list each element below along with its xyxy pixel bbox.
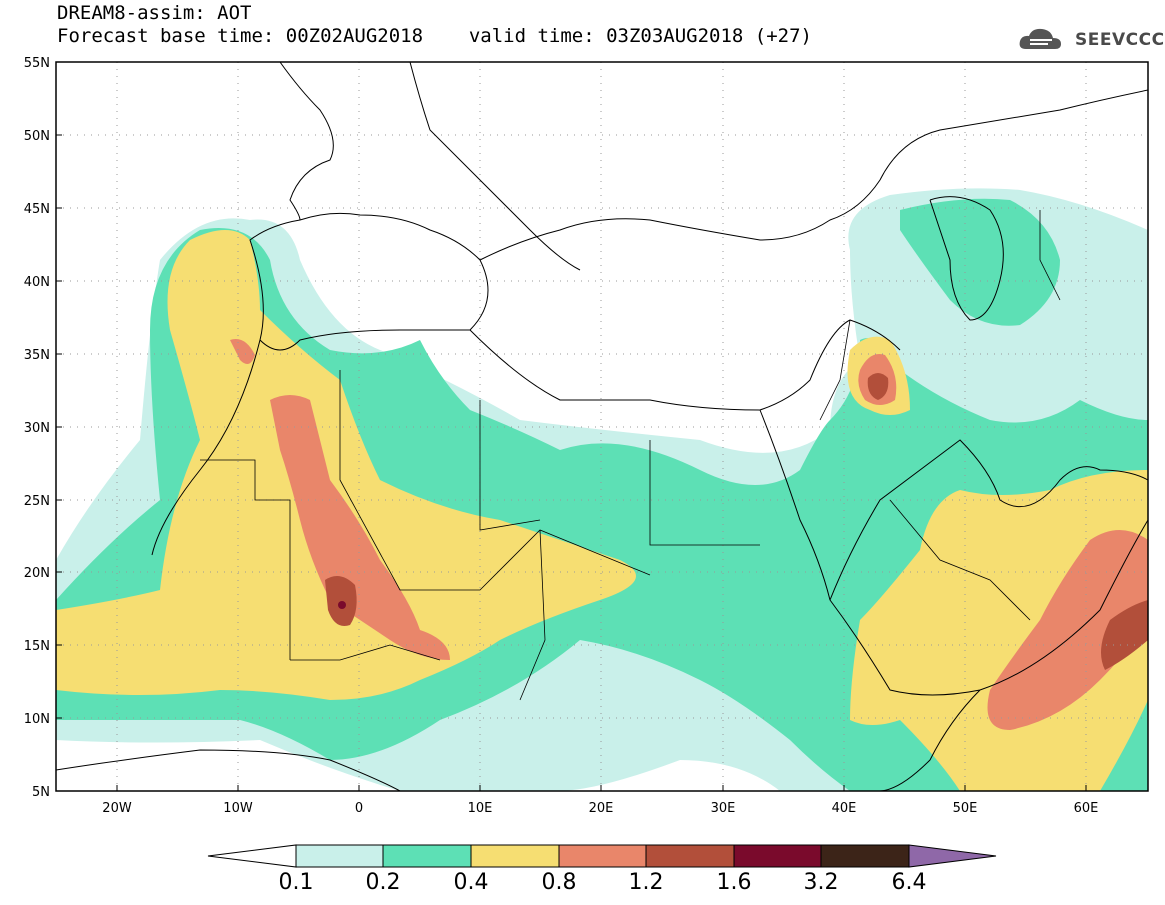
aot-band-1.6 [338, 601, 346, 609]
colorbar-label: 0.1 [278, 870, 314, 895]
lat-grid [56, 134, 1148, 719]
colorbar-segment [733, 844, 822, 868]
lat-label: 50N [24, 129, 50, 144]
lat-label: 15N [24, 639, 50, 654]
aot-shading [56, 188, 1148, 791]
lat-label: 45N [24, 202, 50, 217]
aot-band-0.8 [270, 395, 450, 660]
lon-label: 20E [589, 801, 614, 816]
colorbar [207, 844, 997, 868]
aot-band-0.4 [56, 230, 636, 700]
time-info: Forecast base time: 00Z02AUG2018 valid t… [57, 26, 812, 46]
colorbar-segment [820, 844, 910, 868]
colorbar-label: 0.4 [453, 870, 489, 895]
colorbar-low-arrow [207, 844, 297, 868]
lat-label: 10N [24, 712, 50, 727]
aot-band-1.2-iraq [867, 373, 889, 400]
tick-marks [56, 61, 1087, 791]
country-borders [200, 210, 1061, 701]
aot-band-0.8-east [987, 530, 1148, 730]
colorbar-segment [382, 844, 472, 868]
lon-label: 10W [223, 801, 253, 816]
aot-band-1.2-east [1101, 600, 1148, 670]
lat-label: 40N [24, 275, 50, 290]
colorbar-segment [470, 844, 560, 868]
lon-label: 40E [832, 801, 857, 816]
lon-label: 10E [468, 801, 493, 816]
aot-band-1.2 [325, 576, 357, 626]
coastlines [55, 61, 1149, 792]
lat-label: 25N [24, 494, 50, 509]
lon-label: 50E [953, 801, 978, 816]
base-time-label: Forecast base time: 00Z02AUG2018 [57, 25, 424, 47]
colorbar-label: 1.2 [628, 870, 664, 895]
lon-label: 60E [1074, 801, 1099, 816]
lat-label: 35N [24, 348, 50, 363]
colorbar-label: 3.2 [803, 870, 839, 895]
chart-title: DREAM8-assim: AOT [57, 2, 252, 24]
colorbar-label: 0.8 [541, 870, 577, 895]
colorbar-segment [295, 844, 384, 868]
lat-label: 55N [24, 56, 50, 71]
aot-band-0.8-small [230, 339, 255, 364]
logo-text: SEEVCCC [1075, 30, 1165, 50]
lon-label: 20W [102, 801, 132, 816]
lat-label: 5N [32, 785, 50, 800]
colorbar-label: 1.6 [716, 870, 752, 895]
cloud-logo-icon [1019, 28, 1061, 49]
colorbar-high-arrow [908, 844, 997, 868]
colorbar-label: 0.2 [365, 870, 401, 895]
valid-time-label: valid time: 03Z03AUG2018 (+27) [468, 25, 812, 47]
lon-label: 30E [711, 801, 736, 816]
lon-label: 0 [355, 801, 363, 816]
colorbar-label: 6.4 [891, 870, 927, 895]
lat-label: 30N [24, 421, 50, 436]
aot-band-0.4-east [850, 470, 1148, 791]
colorbar-segment [645, 844, 735, 868]
colorbar-segment [558, 844, 647, 868]
lat-label: 20N [24, 566, 50, 581]
